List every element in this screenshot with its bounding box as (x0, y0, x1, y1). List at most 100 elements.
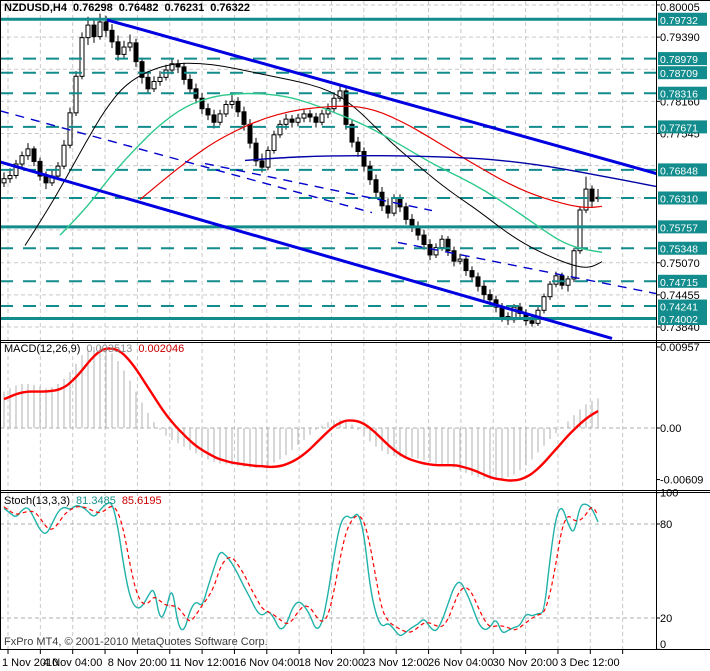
support-resistance-levels (0, 17, 656, 321)
candle-body (7, 175, 13, 180)
candle-body (91, 24, 97, 38)
ohlc-high: 0.76482 (118, 2, 159, 14)
candle-body (451, 250, 457, 262)
price-highlight-box (658, 191, 707, 205)
dashed-trend-1 (0, 110, 373, 214)
price-highlight-box (658, 12, 707, 26)
date-label: 11 Nov 12:00 (170, 657, 235, 669)
candle-body (307, 113, 313, 118)
highlight-label-0.77671: 0.77671 (660, 122, 698, 134)
candle-body (37, 160, 43, 177)
ohlc-low: 0.76231 (164, 2, 205, 14)
candle-body (481, 285, 487, 296)
price-label-0.74455: 0.74455 (660, 290, 700, 302)
macd-signal-line (3, 347, 599, 482)
macd-panel[interactable] (0, 342, 656, 490)
price-label-0.75070: 0.75070 (660, 258, 700, 270)
date-label: 1 Nov 2010 (2, 657, 58, 669)
stoch-indicator-label: Stoch(13,3,3) 81.3485 85.6195 (4, 495, 162, 508)
dashed-trend-3 (397, 241, 656, 295)
highlight-label-0.74241: 0.74241 (660, 302, 698, 314)
candle-body (403, 206, 409, 220)
candle-body (487, 294, 493, 301)
candle-body (397, 198, 403, 208)
price-axis-labels: 0.800050.793900.781600.775450.750700.744… (657, 2, 707, 651)
candle-body (295, 117, 301, 123)
candle-body (1, 178, 7, 184)
candle-body (283, 118, 289, 125)
highlight-label-0.76848: 0.76848 (660, 165, 698, 177)
candle-body (211, 114, 217, 123)
candle-body (547, 283, 553, 298)
candle-body (379, 191, 385, 207)
price-highlight-box (658, 52, 707, 66)
candle-body (331, 97, 337, 110)
highlight-label-0.75757: 0.75757 (660, 222, 698, 234)
candle-body (97, 21, 103, 38)
ma-blue-long (244, 154, 656, 188)
macd-indicator-label: MACD(12,26,9) 0.003513 0.002046 (4, 343, 184, 356)
macd-axis-label-0.00957: 0.00957 (660, 342, 700, 354)
price-label-0.79390: 0.79390 (660, 32, 700, 44)
candle-body (529, 320, 535, 324)
ma-black (24, 62, 603, 268)
stoch-panel[interactable] (0, 492, 656, 649)
macd-plot (3, 345, 599, 480)
candle-body (385, 205, 391, 214)
candle-body (433, 247, 439, 256)
candle-body (301, 113, 307, 119)
candle-body (121, 46, 127, 55)
highlight-label-0.78316: 0.78316 (660, 89, 698, 101)
ohlc-close: 0.76322 (210, 2, 251, 14)
channel-upper (106, 18, 656, 175)
candle-body (445, 238, 451, 252)
date-label: 30 Nov 20:00 (493, 657, 558, 669)
highlight-label-0.74002: 0.74002 (660, 314, 698, 326)
candle-body (199, 97, 205, 110)
candle-body (361, 151, 367, 167)
highlight-label-0.74715: 0.74715 (660, 277, 698, 289)
candle-body (217, 113, 223, 123)
price-highlight-box (658, 299, 707, 313)
highlight-label-0.75348: 0.75348 (660, 244, 698, 256)
price-highlight-box (658, 312, 707, 326)
macd-main-value: 0.003513 (86, 343, 133, 355)
candle-body (13, 163, 19, 177)
stoch-axis-label-80: 80 (660, 519, 672, 531)
candle-body (289, 118, 295, 123)
candle-body (229, 100, 235, 105)
candle-body (349, 123, 355, 143)
candle-body (205, 108, 211, 116)
date-label: 4 Nov 04:00 (43, 657, 102, 669)
candle-body (127, 42, 133, 48)
candle-body (583, 188, 589, 211)
stoch-axis-label-20: 20 (660, 613, 672, 625)
highlight-label-0.78979: 0.78979 (660, 54, 698, 66)
ma-red (139, 105, 603, 209)
date-label: 18 Nov 20:00 (299, 657, 364, 669)
candle-body (271, 134, 277, 151)
stoch-name: Stoch(13,3,3) (4, 495, 71, 507)
candle-body (55, 165, 61, 177)
candle-body (439, 238, 445, 249)
candle-body (139, 61, 145, 78)
stoch-axis-label-0: 0 (660, 639, 666, 651)
candle-body (115, 41, 121, 55)
candle-body (541, 296, 547, 311)
date-label: 3 Dec 12:00 (560, 657, 619, 669)
highlight-label-0.76310: 0.76310 (660, 193, 698, 205)
macd-axis-label--0.00609: -0.00609 (660, 475, 703, 487)
candle-body (145, 76, 151, 90)
price-highlight-box (658, 241, 707, 255)
candle-body (469, 270, 475, 278)
price-highlight-box (658, 66, 707, 80)
candle-body (313, 116, 319, 123)
chart-title: NZDUSD,H4 0.76298 0.76482 0.76231 0.76322 (4, 2, 250, 15)
time-axis[interactable] (0, 650, 710, 671)
price-highlight-box (658, 163, 707, 177)
stoch-k-line (3, 502, 599, 637)
candle-body (19, 155, 25, 165)
